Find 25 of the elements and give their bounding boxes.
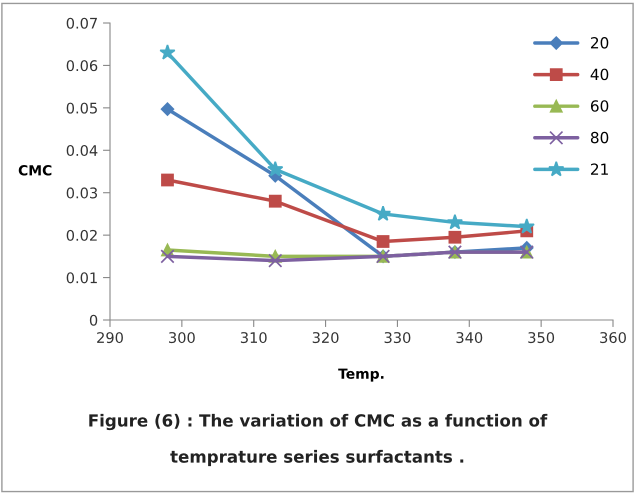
y-tick-label: 0.05: [66, 102, 97, 114]
x-tick-label: 350: [528, 332, 554, 344]
x-tick-label: 320: [312, 332, 339, 344]
y-tick-label: 0.03: [66, 187, 98, 198]
x-tick-label: 290: [97, 332, 123, 344]
x-tick-label: 310: [240, 332, 267, 344]
y-tick-label: 0: [90, 314, 98, 326]
text: Figure (6) : The variation of CMC as a function of: [89, 414, 548, 430]
legend-label: 40: [590, 68, 608, 80]
y-tick-label: 0.07: [66, 18, 97, 29]
x-tick-label: 300: [169, 332, 195, 344]
y-tick-label: 0.04: [66, 145, 98, 156]
y-tick-label: 0.06: [66, 60, 98, 72]
x-tick-label: 360: [600, 332, 626, 344]
y-tick-label: 0.02: [66, 230, 97, 241]
legend-label: 21: [590, 163, 608, 175]
legend-label: 80: [590, 132, 608, 144]
legend-label: 20: [590, 37, 608, 49]
legend-label: 60: [590, 100, 608, 112]
y-tick-label: 0.01: [66, 272, 97, 284]
x-axis-title: Temp.: [338, 368, 384, 382]
text: temprature series surfactants .: [170, 450, 464, 466]
x-tick-label: 330: [384, 332, 410, 344]
x-tick-label: 340: [456, 332, 482, 344]
y-axis-title: CMC: [18, 165, 52, 176]
